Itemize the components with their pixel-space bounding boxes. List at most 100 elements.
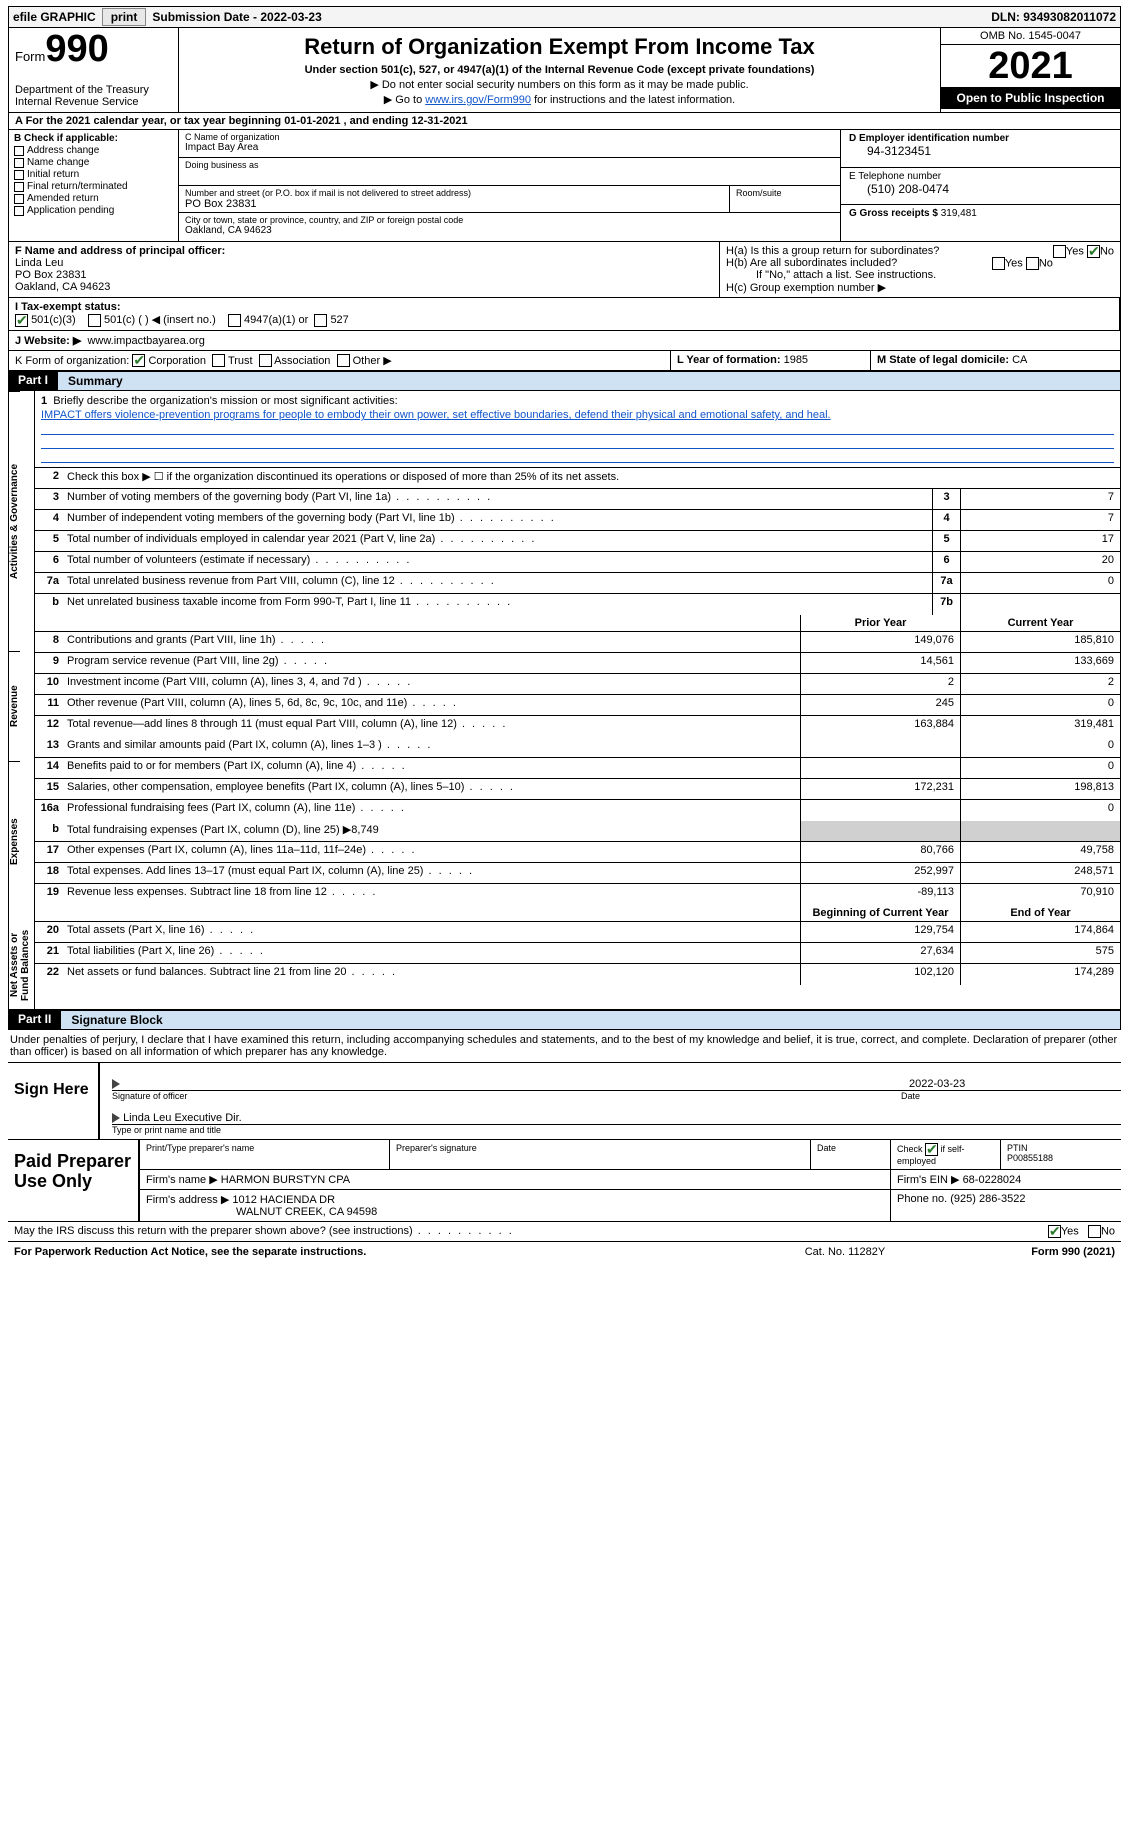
c-dba-row: Doing business as [179,158,840,186]
b-opt-label-2: Initial return [27,169,79,180]
gross-val: 319,481 [941,208,977,219]
i-o3: 4947(a)(1) or [244,314,308,326]
section-i: I Tax-exempt status: 501(c)(3) 501(c) ( … [9,298,1120,330]
preparer-right: Print/Type preparer's name Preparer's si… [138,1140,1121,1221]
k-corp-cb[interactable] [132,354,145,367]
header-left: Form990 Department of the Treasury Inter… [9,28,179,112]
instr-2: ▶ Go to www.irs.gov/Form990 for instruct… [185,93,934,106]
i-o4: 527 [330,314,348,326]
name-line: Linda Leu Executive Dir. [112,1101,1121,1125]
b-cb-3[interactable] [14,182,24,192]
line-20: 20Total assets (Part X, line 16)129,7541… [35,922,1120,943]
line-16b: b Total fundraising expenses (Part IX, c… [35,821,1120,842]
line-21: 21Total liabilities (Part X, line 26)27,… [35,943,1120,964]
ha-yes-cb[interactable] [1053,245,1066,258]
c-name-lbl: C Name of organization [185,132,834,142]
section-h: H(a) Is this a group return for subordin… [720,242,1120,297]
sign-here-label: Sign Here [8,1063,98,1139]
date-lbl: Date [901,1091,1121,1101]
sig-lbl: Signature of officer [112,1091,901,1101]
k-other-cb[interactable] [337,354,350,367]
b-option-5: Application pending [14,205,173,216]
ptin-lbl: PTIN [1007,1143,1115,1153]
i-501c-cb[interactable] [88,314,101,327]
form-990-page: efile GRAPHIC print Submission Date - 20… [0,0,1129,1268]
hb-lbl: H(b) Are all subordinates included? [726,257,897,269]
self-emp-cb[interactable] [925,1143,938,1156]
officer-name: Linda Leu Executive Dir. [123,1112,242,1124]
discuss-yes-cb[interactable] [1048,1225,1061,1238]
line-1-mission: 1 Briefly describe the organization's mi… [35,391,1120,468]
i-4947-cb[interactable] [228,314,241,327]
tax-year: 2021 [941,45,1120,87]
mission-text[interactable]: IMPACT offers violence-prevention progra… [41,409,1114,421]
city-lbl: City or town, state or province, country… [185,215,834,225]
k-o3: Association [274,355,330,367]
row-ij: I Tax-exempt status: 501(c)(3) 501(c) ( … [8,298,1121,331]
summary-body: 1 Briefly describe the organization's mi… [35,391,1120,1009]
ha-no-cb[interactable] [1087,245,1100,258]
b-cb-0[interactable] [14,146,24,156]
j-val: www.impactbayarea.org [87,335,204,347]
discuss-row: May the IRS discuss this return with the… [8,1222,1121,1242]
line-19: 19Revenue less expenses. Subtract line 1… [35,884,1120,905]
section-m: M State of legal domicile: CA [870,351,1120,371]
part2-title: Signature Block [61,1010,1121,1030]
phone-lbl: E Telephone number [849,171,1112,182]
k-assoc-cb[interactable] [259,354,272,367]
mission-blank-3 [41,449,1114,463]
hb-yes: Yes [1005,258,1023,270]
b-opt-label-3: Final return/terminated [27,181,128,192]
line-11: 11Other revenue (Part VIII, column (A), … [35,695,1120,716]
part1-title: Summary [58,371,1121,391]
b-cb-1[interactable] [14,158,24,168]
b-cb-4[interactable] [14,194,24,204]
b-cb-5[interactable] [14,206,24,216]
header-mid: Return of Organization Exempt From Incom… [179,28,940,112]
hb-yes-cb[interactable] [992,257,1005,270]
i-527-cb[interactable] [314,314,327,327]
i-o2: 501(c) ( ) ◀ (insert no.) [104,314,216,326]
line-b: bNet unrelated business taxable income f… [35,594,1120,615]
firm-name-lbl: Firm's name ▶ [146,1174,218,1186]
b-cb-2[interactable] [14,170,24,180]
b-option-3: Final return/terminated [14,181,173,192]
l16b-desc: Total fundraising expenses (Part IX, col… [67,824,351,836]
b-option-1: Name change [14,157,173,168]
hb-no-cb[interactable] [1026,257,1039,270]
section-f: F Name and address of principal officer:… [9,242,720,297]
f-addr1: PO Box 23831 [15,269,87,281]
k-trust-cb[interactable] [212,354,225,367]
g-gross: G Gross receipts $ 319,481 [841,205,1120,241]
pr1-c1: Print/Type preparer's name [146,1143,383,1153]
addr-lbl: Number and street (or P.O. box if mail i… [185,188,723,198]
f-addr2: Oakland, CA 94623 [15,281,110,293]
c-city-row: City or town, state or province, country… [179,213,840,241]
discuss-no-cb[interactable] [1088,1225,1101,1238]
addr-val: PO Box 23831 [185,198,723,210]
j-lbl: J Website: ▶ [15,335,81,347]
header-right: OMB No. 1545-0047 2021 Open to Public In… [940,28,1120,112]
preparer-block: Paid Preparer Use Only Print/Type prepar… [8,1140,1121,1222]
form-title: Return of Organization Exempt From Incom… [185,34,934,60]
f-name: Linda Leu [15,257,63,269]
line-2: 2 Check this box ▶ ☐ if the organization… [35,468,1120,489]
i-501c3-cb[interactable] [15,314,28,327]
c-name-row: C Name of organization Impact Bay Area [179,130,840,158]
room-lbl: Room/suite [730,186,840,212]
side-revenue: Revenue [9,651,20,761]
footer-final: For Paperwork Reduction Act Notice, see … [8,1242,1121,1262]
discuss-q: May the IRS discuss this return with the… [14,1225,413,1237]
print-button[interactable]: print [102,8,147,26]
firm-name: HARMON BURSTYN CPA [221,1174,350,1186]
irs-link[interactable]: www.irs.gov/Form990 [425,94,531,106]
omb-number: OMB No. 1545-0047 [941,28,1120,45]
line-9: 9Program service revenue (Part VIII, lin… [35,653,1120,674]
h-c: H(c) Group exemption number ▶ [726,281,1114,294]
hb-note: If "No," attach a list. See instructions… [726,269,1114,281]
phone-val: (510) 208-0474 [849,182,1112,196]
line-8: 8Contributions and grants (Part VIII, li… [35,632,1120,653]
b-head: B Check if applicable: [14,133,173,144]
mission-blank-1 [41,421,1114,435]
side-expenses: Expenses [9,761,20,921]
